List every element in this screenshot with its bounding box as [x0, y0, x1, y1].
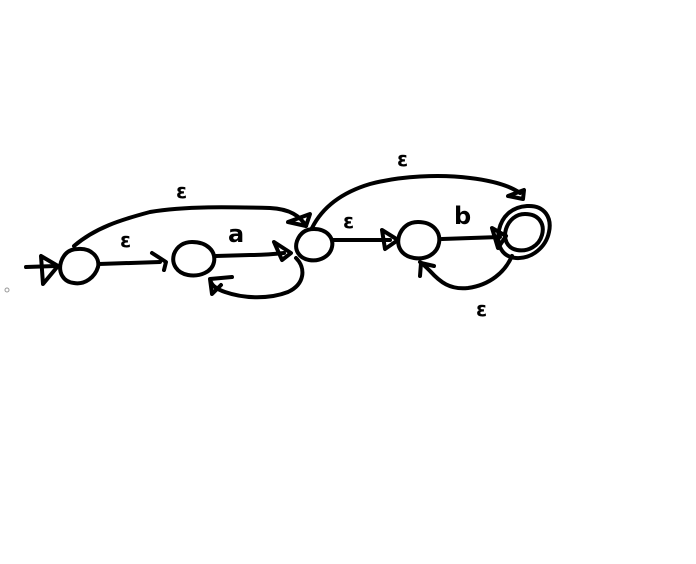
- edge-s2-s1: [208, 256, 305, 300]
- edge-s4-s3: [418, 254, 514, 291]
- label-eps-s2-s3: ε: [343, 209, 354, 233]
- label-eps-s2-s4: ε: [397, 147, 408, 171]
- edge-s2-s3: [331, 228, 400, 251]
- label-b: b: [454, 202, 471, 230]
- edge-s0-s1: [97, 251, 168, 272]
- edge-s0-s2: [72, 205, 312, 248]
- label-eps-s4-s3: ε: [476, 297, 487, 321]
- edge-s1-s2: [214, 240, 293, 262]
- label-eps-s0-s2: ε: [176, 179, 187, 203]
- state-s1: [171, 240, 217, 278]
- stray-dot: [4, 287, 10, 293]
- state-s0: [58, 246, 101, 286]
- label-eps-s0-s1: ε: [120, 228, 131, 252]
- state-s4-accepting: [496, 203, 552, 261]
- label-a: a: [228, 220, 244, 248]
- start-arrow: [24, 254, 60, 286]
- state-s2: [294, 227, 335, 263]
- state-s3: [396, 220, 442, 261]
- edge-s2-s4: [310, 174, 526, 230]
